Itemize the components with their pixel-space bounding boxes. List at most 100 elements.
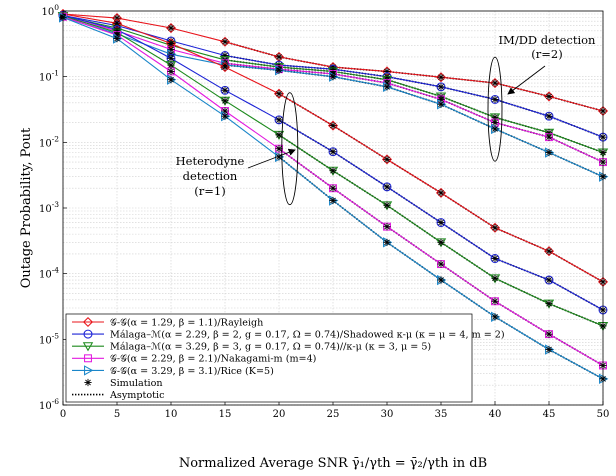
diamond-marker [165, 23, 177, 34]
star-stroke [438, 277, 444, 283]
star-marker [545, 247, 553, 255]
ellipse-heterodyne [281, 92, 299, 206]
arrow-imdd [507, 65, 546, 95]
annotation-text: Heterodyne [176, 154, 245, 168]
star-marker [491, 224, 499, 232]
star-stroke [222, 64, 228, 70]
star-stroke [492, 275, 498, 282]
star-marker [491, 313, 499, 321]
star-marker [383, 183, 391, 191]
star-stroke [384, 239, 390, 246]
legend: 𝒢-𝒢(α = 1.29, β = 1.1)/Rayleigh Málaga–ℳ(… [65, 313, 505, 403]
diamond-marker [219, 62, 231, 73]
annotation-text: (r=1) [194, 184, 225, 198]
star-stroke [384, 183, 390, 190]
star-marker [545, 276, 553, 284]
star-stroke [85, 379, 91, 386]
annotations-group: IM/DD detection(r=2) Heterodynedetection(… [176, 33, 596, 206]
star-stroke [384, 156, 390, 163]
star-marker [437, 238, 445, 246]
star-marker [275, 53, 283, 61]
circle-marker [220, 85, 230, 95]
x-axis-label: Normalized Average SNR γ̄₁/γth = γ̄₂/γth… [179, 456, 487, 471]
ellipse-imdd [487, 56, 503, 162]
x-tick-label: 0 [60, 409, 66, 420]
star-stroke [438, 261, 444, 267]
legend-label: Málaga–ℳ(α = 2.29, β = 2, g = 0.17, Ω = … [110, 330, 505, 341]
star-stroke [438, 239, 444, 246]
star-stroke [546, 129, 552, 136]
series-triangle-right [59, 12, 609, 385]
star-marker [221, 38, 229, 46]
star-marker [383, 238, 391, 246]
star-marker [383, 223, 391, 231]
star-marker [545, 133, 553, 141]
star-stroke [492, 80, 498, 86]
star-stroke [168, 76, 174, 83]
star-marker [545, 345, 553, 354]
star-stroke [546, 149, 552, 156]
star-marker [221, 51, 229, 60]
star-stroke [438, 190, 444, 196]
star-stroke [168, 55, 174, 62]
star-stroke [168, 62, 174, 68]
legend-label: 𝒢-𝒢(α = 1.29, β = 1.1)/Rayleigh [110, 317, 263, 328]
star-marker [221, 112, 229, 120]
star-stroke [492, 313, 498, 320]
star-stroke [546, 134, 552, 140]
star-marker [437, 73, 445, 81]
diamond-marker [489, 77, 501, 89]
diamond-marker [435, 72, 447, 83]
star-marker [275, 90, 283, 98]
legend-item: 𝒢-𝒢(α = 1.29, β = 1.1)/Rayleigh [72, 316, 263, 328]
star-marker [437, 83, 445, 91]
star-marker [167, 39, 175, 48]
legend-label: Málaga–ℳ(α = 3.29, β = 3, g = 0.17, Ω = … [110, 342, 431, 353]
star-marker [491, 118, 499, 127]
star-stroke [222, 38, 228, 45]
annotation-text: detection [183, 169, 238, 183]
star-stroke [438, 101, 444, 108]
star-marker [545, 330, 553, 338]
axis-labels: Normalized Average SNR γ̄₁/γth = γ̄₂/γth… [19, 127, 487, 471]
star-stroke [492, 224, 498, 231]
legend-item: Málaga–ℳ(α = 3.29, β = 3, g = 0.17, Ω = … [72, 342, 431, 353]
diamond-marker [381, 154, 393, 165]
star-stroke [546, 346, 552, 353]
x-tick-label: 10 [165, 409, 178, 420]
annotation-text: (r=2) [531, 47, 562, 61]
x-tick-label: 45 [543, 409, 556, 420]
diamond-marker [219, 36, 231, 47]
star-stroke [276, 145, 282, 152]
y-tick-label: 10-2 [39, 134, 59, 149]
legend-label: 𝒢-𝒢(α = 2.29, β = 2.1)/Nakagami-m (m=4) [110, 354, 316, 365]
star-stroke [330, 73, 336, 80]
star-marker [167, 67, 175, 76]
circle-marker [328, 147, 338, 157]
star-marker [167, 76, 175, 84]
star-stroke [330, 122, 336, 129]
legend-label: 𝒢-𝒢(α = 3.29, β = 3.1)/Rice (K=5) [110, 366, 274, 377]
circle-marker [544, 275, 554, 285]
star-marker [167, 54, 175, 62]
star-marker [437, 218, 445, 227]
series-diamond [57, 8, 609, 287]
star-stroke [114, 35, 120, 42]
y-tick-label: 100 [41, 3, 59, 18]
star-marker [383, 83, 391, 91]
star-stroke [222, 87, 228, 94]
circle-marker [490, 94, 500, 104]
star-marker [167, 24, 175, 32]
legend-label: Simulation [110, 378, 163, 389]
diamond-marker [543, 246, 555, 257]
star-stroke [492, 96, 498, 103]
star-marker [329, 121, 337, 130]
star-marker [545, 148, 553, 157]
x-tick-label: 20 [273, 409, 286, 420]
star-stroke [546, 93, 552, 100]
x-tick-label: 40 [489, 409, 502, 420]
star-marker [491, 95, 499, 104]
star-stroke [438, 219, 444, 226]
circle-marker [436, 82, 446, 92]
